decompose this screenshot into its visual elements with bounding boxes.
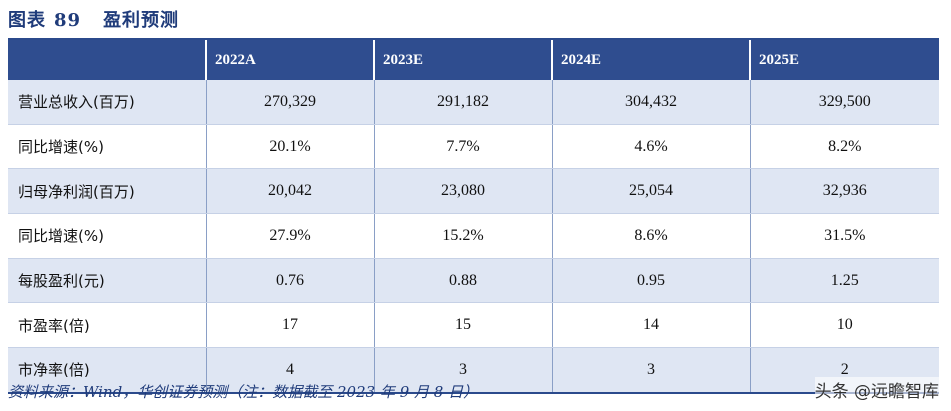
row-label: 营业总收入(百万)	[8, 80, 207, 125]
table-cell: 0.88	[374, 258, 553, 304]
table-cell: 17	[206, 302, 375, 349]
table-cell: 14	[552, 302, 751, 349]
table-row: 归母净利润(百万) 20,042 23,080 25,054 32,936	[8, 168, 939, 215]
table-cell: 0.95	[552, 258, 751, 304]
table-header-row: 2022A 2023E 2024E 2025E	[8, 40, 939, 80]
table-cell: 0.76	[206, 258, 375, 304]
table-row: 营业总收入(百万) 270,329 291,182 304,432 329,50…	[8, 80, 939, 125]
figure-label: 图表	[8, 10, 46, 31]
row-label: 市盈率(倍)	[8, 302, 207, 349]
table-cell: 8.6%	[552, 213, 751, 259]
table-row: 同比增速(%) 27.9% 15.2% 8.6% 31.5%	[8, 213, 939, 259]
header-2025e: 2025E	[750, 40, 939, 80]
table-row: 市净率(倍) 4 3 3 2	[8, 347, 939, 394]
figure-number: 89	[54, 10, 82, 31]
table-cell: 20,042	[206, 168, 375, 215]
table-row: 同比增速(%) 20.1% 7.7% 4.6% 8.2%	[8, 124, 939, 170]
table-cell: 270,329	[206, 80, 375, 125]
figure-title-text: 盈利预测	[103, 10, 180, 31]
table-cell: 1.25	[750, 258, 939, 304]
table-cell: 4.6%	[552, 124, 751, 170]
table-cell: 27.9%	[206, 213, 375, 259]
table-cell: 7.7%	[374, 124, 553, 170]
table-cell: 31.5%	[750, 213, 939, 259]
table-row: 市盈率(倍) 17 15 14 10	[8, 302, 939, 349]
table-cell: 3	[552, 347, 751, 394]
header-2023e: 2023E	[374, 40, 553, 80]
title-rule	[8, 38, 939, 40]
row-label: 同比增速(%)	[8, 124, 207, 170]
header-2024e: 2024E	[552, 40, 751, 80]
table-cell: 291,182	[374, 80, 553, 125]
watermark: 头条 @远瞻智库	[814, 377, 939, 402]
table-cell: 25,054	[552, 168, 751, 215]
table-cell: 10	[750, 302, 939, 349]
header-blank	[8, 40, 207, 80]
row-label: 每股盈利(元)	[8, 258, 207, 304]
table-cell: 3	[374, 347, 553, 394]
table-cell: 304,432	[552, 80, 751, 125]
table-cell: 23,080	[374, 168, 553, 215]
table-cell: 8.2%	[750, 124, 939, 170]
table-row: 每股盈利(元) 0.76 0.88 0.95 1.25	[8, 258, 939, 304]
row-label: 归母净利润(百万)	[8, 168, 207, 215]
source-note: 资料来源：Wind，华创证券预测（注：数据截至 2023 年 9 月 8 日）	[8, 383, 479, 401]
table-cell: 15.2%	[374, 213, 553, 259]
table-cell: 15	[374, 302, 553, 349]
header-2022a: 2022A	[206, 40, 375, 80]
table-cell: 20.1%	[206, 124, 375, 170]
forecast-table: 2022A 2023E 2024E 2025E 营业总收入(百万) 270,32…	[8, 40, 939, 394]
table-cell: 329,500	[750, 80, 939, 125]
row-label: 市净率(倍)	[8, 347, 207, 394]
figure-title: 图表 89 盈利预测	[8, 6, 179, 32]
table-cell: 32,936	[750, 168, 939, 215]
row-label: 同比增速(%)	[8, 213, 207, 259]
table-cell: 4	[206, 347, 375, 394]
